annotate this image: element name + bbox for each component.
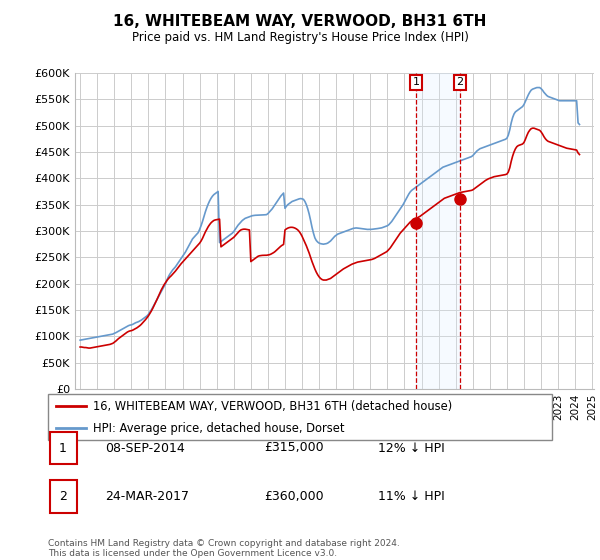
Text: £360,000: £360,000	[264, 490, 323, 503]
Text: £315,000: £315,000	[264, 441, 323, 455]
Text: 08-SEP-2014: 08-SEP-2014	[105, 441, 185, 455]
FancyBboxPatch shape	[49, 432, 77, 464]
Text: Contains HM Land Registry data © Crown copyright and database right 2024.
This d: Contains HM Land Registry data © Crown c…	[48, 539, 400, 558]
Text: 16, WHITEBEAM WAY, VERWOOD, BH31 6TH (detached house): 16, WHITEBEAM WAY, VERWOOD, BH31 6TH (de…	[94, 400, 452, 413]
Text: 16, WHITEBEAM WAY, VERWOOD, BH31 6TH: 16, WHITEBEAM WAY, VERWOOD, BH31 6TH	[113, 14, 487, 29]
Text: 2: 2	[457, 77, 464, 87]
Text: 1: 1	[412, 77, 419, 87]
Text: Price paid vs. HM Land Registry's House Price Index (HPI): Price paid vs. HM Land Registry's House …	[131, 31, 469, 44]
Text: 2: 2	[59, 490, 67, 503]
Text: HPI: Average price, detached house, Dorset: HPI: Average price, detached house, Dors…	[94, 422, 345, 435]
Text: 11% ↓ HPI: 11% ↓ HPI	[378, 490, 445, 503]
Bar	[416, 73, 460, 389]
Text: 12% ↓ HPI: 12% ↓ HPI	[378, 441, 445, 455]
FancyBboxPatch shape	[48, 394, 552, 440]
Text: 24-MAR-2017: 24-MAR-2017	[105, 490, 189, 503]
FancyBboxPatch shape	[49, 480, 77, 513]
Text: 1: 1	[59, 441, 67, 455]
